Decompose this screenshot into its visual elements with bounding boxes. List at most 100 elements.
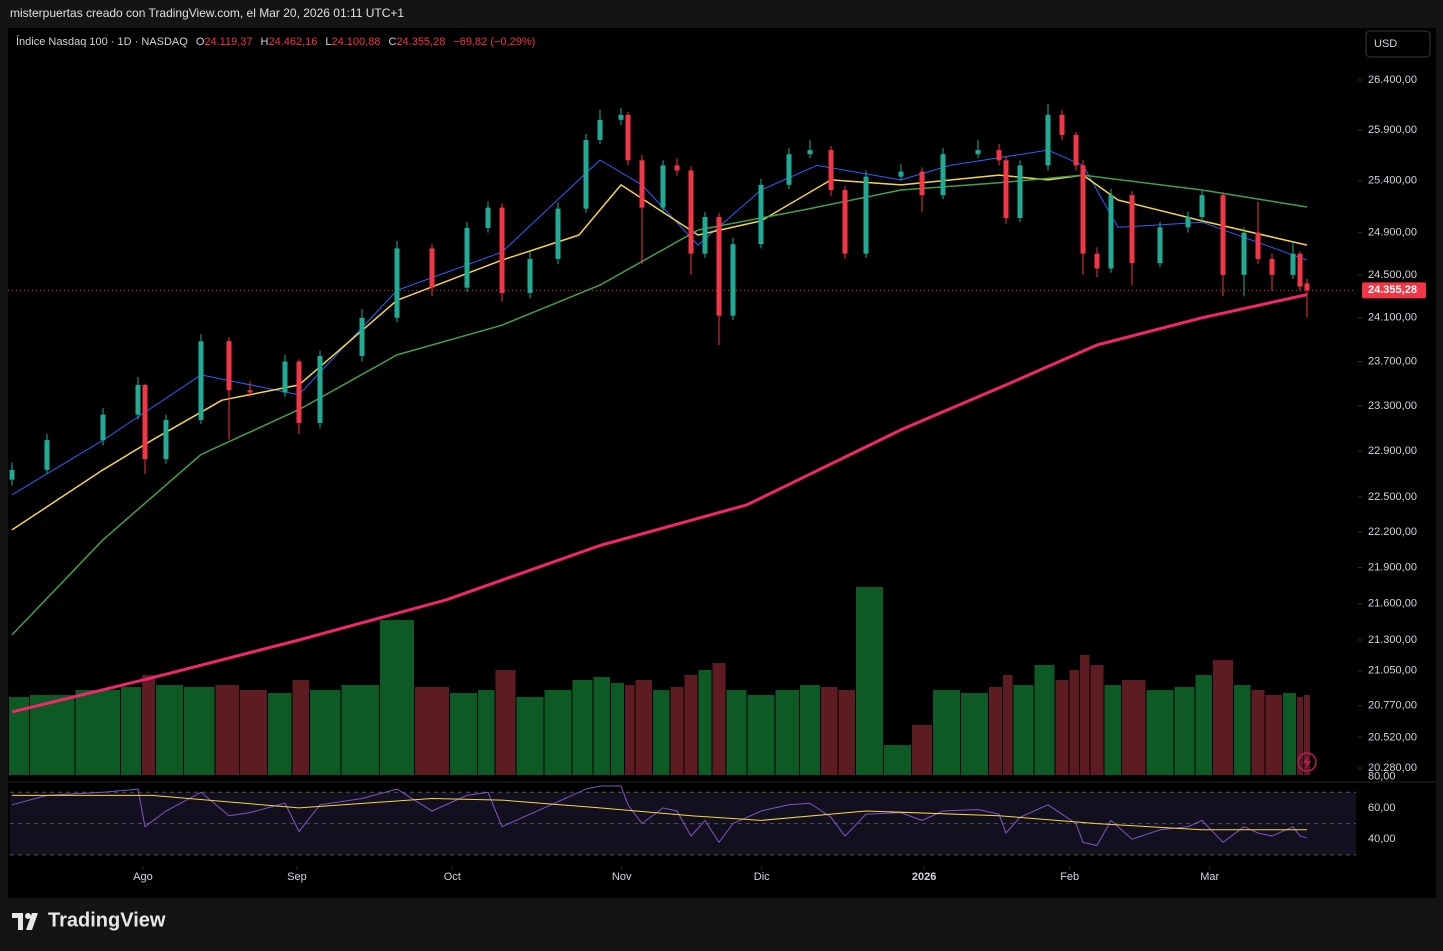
rsi-tick-label: 60,00: [1368, 802, 1396, 814]
volume-bar: [961, 693, 988, 775]
candle-body: [527, 258, 533, 294]
volume-bar: [478, 690, 495, 775]
volume-bar: [611, 683, 624, 775]
volume-bar: [30, 695, 75, 775]
volume-bar: [684, 675, 698, 775]
volume-bar: [268, 693, 292, 775]
x-tick-label: Oct: [444, 871, 461, 883]
candle-body: [429, 248, 435, 288]
volume-bar: [800, 685, 820, 775]
candle-body: [499, 207, 505, 294]
volume-bar: [989, 687, 1002, 775]
y-tick-label: 24.500,00: [1368, 269, 1417, 281]
y-tick-label: 20.520,00: [1368, 731, 1417, 743]
symbol-header: Índice Nasdaq 100 · 1D · NASDAQ O24.119,3…: [16, 35, 535, 48]
volume-bar: [1069, 670, 1079, 775]
ohlc-value: 24.100,88: [332, 36, 381, 48]
candle-body: [1094, 253, 1100, 269]
symbol: Índice Nasdaq 100 · 1D · NASDAQ: [16, 35, 188, 48]
volume-bar: [156, 685, 183, 775]
candle-body: [940, 154, 946, 196]
volume-bar: [726, 690, 747, 775]
candle-body: [863, 176, 869, 254]
volume-bar: [1090, 665, 1104, 775]
candle-body: [639, 160, 645, 208]
volume-bar: [341, 685, 379, 775]
candle-body: [975, 150, 981, 155]
currency-button[interactable]: [1365, 30, 1431, 58]
candle-body: [1241, 232, 1247, 275]
logo-dot: [25, 913, 31, 919]
volume-bar: [593, 677, 610, 775]
volume-bar: [240, 690, 267, 775]
last-price-badge: [1362, 282, 1426, 299]
rsi-tick-label: 40,00: [1368, 833, 1396, 845]
attribution: misterpuertas creado con TradingView.com…: [10, 6, 404, 20]
candle-body: [1199, 195, 1205, 217]
y-tick-label: 24.100,00: [1368, 312, 1417, 324]
candle-body: [1157, 227, 1163, 264]
candle-body: [464, 227, 470, 288]
logo-text: TradingView: [48, 909, 166, 931]
change: −69,82 (−0,29%): [453, 36, 535, 48]
alert-bolt: [1303, 755, 1311, 769]
volume-bar: [142, 675, 155, 775]
x-tick-label: Dic: [754, 871, 770, 883]
volume-bar: [121, 687, 141, 775]
candle-body: [625, 114, 631, 161]
candle-body: [996, 150, 1002, 161]
y-tick-label: 22.900,00: [1368, 445, 1417, 457]
candle-body: [1269, 258, 1275, 275]
volume-bar: [9, 697, 29, 775]
volume-bar: [310, 690, 341, 775]
candle-body: [807, 150, 813, 155]
y-tick-label: 21.900,00: [1368, 561, 1417, 573]
alert-icon[interactable]: [1297, 752, 1317, 772]
candle-body: [282, 361, 288, 393]
ohlc-value: 24.462,16: [268, 36, 317, 48]
candle-body: [198, 341, 204, 420]
volume-bar: [495, 670, 516, 775]
candle-body: [1290, 253, 1296, 275]
candle-body: [660, 165, 666, 208]
candle-body: [716, 216, 722, 316]
y-tick-label: 21.600,00: [1368, 597, 1417, 609]
y-tick-label: 20.280,00: [1368, 762, 1417, 774]
volume-bar: [415, 687, 449, 775]
volume-bar: [1104, 685, 1121, 775]
moving-average-line: [11, 174, 1308, 636]
candle-body: [1297, 253, 1303, 287]
candle-body: [1080, 165, 1086, 254]
volume-bar: [712, 663, 726, 775]
volume-bar: [747, 695, 775, 775]
candle-body: [296, 361, 302, 423]
volume-bar: [516, 697, 544, 775]
x-tick-label: Mar: [1200, 871, 1219, 883]
volume-bar: [1003, 675, 1013, 775]
candle-body: [9, 469, 15, 480]
y-tick-label: 21.050,00: [1368, 665, 1417, 677]
y-tick-label: 24.900,00: [1368, 227, 1417, 239]
candle-body: [247, 390, 253, 393]
candle-body: [1108, 195, 1114, 269]
volume-bar: [912, 725, 932, 775]
candle-body: [828, 150, 834, 191]
volume-bar: [572, 680, 593, 775]
volume-bar: [1283, 693, 1296, 775]
volume-bar: [635, 680, 652, 775]
volume-bar: [856, 587, 883, 775]
volume-bar: [1013, 685, 1034, 775]
rsi-line: [11, 785, 1308, 847]
y-tick-label: 20.770,00: [1368, 700, 1417, 712]
volume-bar: [1174, 687, 1195, 775]
volume-bar: [1055, 680, 1069, 775]
volume-bar: [1265, 695, 1282, 775]
candle-body: [1255, 232, 1261, 259]
volume-bar: [1251, 690, 1265, 775]
ohlc-key: C: [388, 36, 396, 48]
x-tick-label: 2026: [912, 871, 936, 883]
rsi-tick-label: 80,00: [1368, 771, 1396, 783]
candle-body: [135, 384, 141, 415]
volume-bar: [933, 690, 960, 775]
volume-bar: [775, 690, 799, 775]
